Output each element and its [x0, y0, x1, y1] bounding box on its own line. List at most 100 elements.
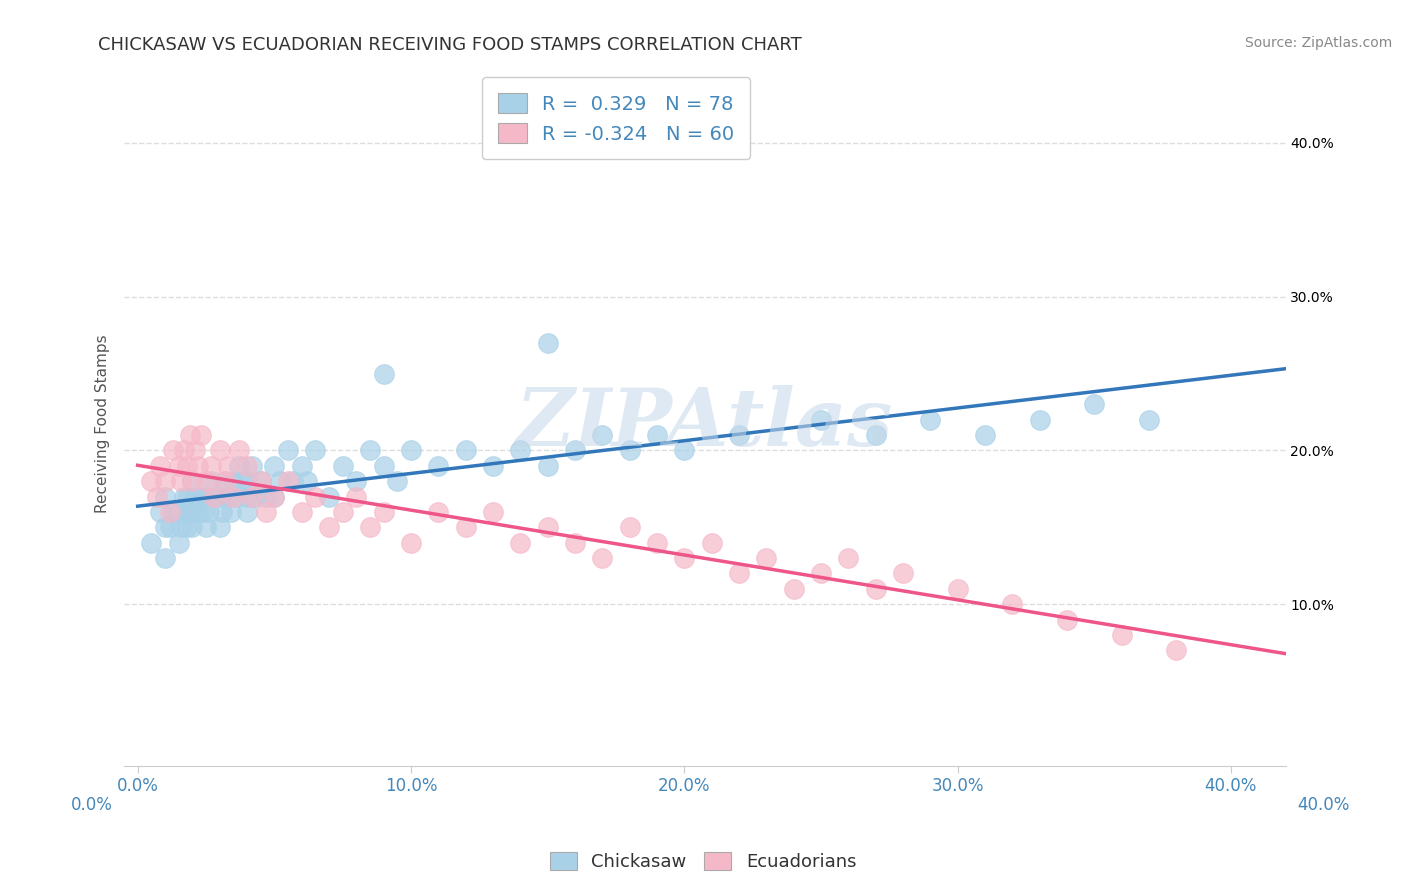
Point	[1001, 597, 1024, 611]
Point	[181, 505, 204, 519]
Point	[946, 582, 969, 596]
Point	[359, 443, 381, 458]
Point	[146, 490, 169, 504]
Point	[179, 505, 201, 519]
Point	[162, 443, 184, 458]
Point	[277, 443, 299, 458]
Point	[173, 443, 195, 458]
Point	[454, 520, 477, 534]
Point	[373, 458, 395, 473]
Point	[728, 566, 751, 581]
Point	[187, 505, 209, 519]
Point	[536, 520, 558, 534]
Point	[318, 490, 340, 504]
Point	[728, 428, 751, 442]
Point	[1056, 613, 1078, 627]
Point	[176, 458, 198, 473]
Point	[700, 535, 723, 549]
Point	[195, 490, 218, 504]
Point	[170, 520, 193, 534]
Text: 0.0%: 0.0%	[70, 797, 112, 814]
Point	[673, 443, 696, 458]
Point	[536, 458, 558, 473]
Point	[190, 428, 212, 442]
Point	[1111, 628, 1133, 642]
Point	[236, 505, 259, 519]
Point	[810, 566, 832, 581]
Point	[236, 490, 259, 504]
Point	[373, 367, 395, 381]
Point	[222, 474, 245, 488]
Point	[202, 490, 225, 504]
Point	[153, 520, 176, 534]
Point	[263, 490, 285, 504]
Point	[217, 458, 239, 473]
Point	[141, 535, 163, 549]
Text: ZIPAtlas: ZIPAtlas	[516, 384, 893, 462]
Point	[197, 505, 219, 519]
Point	[645, 428, 668, 442]
Point	[167, 535, 190, 549]
Point	[141, 474, 163, 488]
Point	[153, 551, 176, 566]
Point	[564, 535, 586, 549]
Text: 40.0%: 40.0%	[1298, 797, 1350, 814]
Point	[387, 474, 409, 488]
Point	[283, 474, 305, 488]
Point	[184, 443, 207, 458]
Point	[291, 505, 314, 519]
Point	[208, 443, 231, 458]
Point	[184, 490, 207, 504]
Point	[277, 474, 299, 488]
Point	[195, 474, 218, 488]
Point	[236, 474, 259, 488]
Point	[837, 551, 859, 566]
Point	[236, 458, 259, 473]
Point	[200, 474, 222, 488]
Point	[263, 458, 285, 473]
Point	[242, 458, 264, 473]
Point	[1083, 397, 1105, 411]
Point	[454, 443, 477, 458]
Point	[1166, 643, 1188, 657]
Point	[242, 490, 264, 504]
Point	[1137, 413, 1160, 427]
Point	[427, 505, 450, 519]
Point	[263, 490, 285, 504]
Point	[810, 413, 832, 427]
Point	[245, 490, 267, 504]
Point	[591, 428, 613, 442]
Point	[159, 520, 181, 534]
Point	[645, 535, 668, 549]
Point	[399, 443, 422, 458]
Point	[208, 520, 231, 534]
Point	[304, 490, 326, 504]
Point	[1028, 413, 1050, 427]
Point	[148, 505, 170, 519]
Point	[162, 505, 184, 519]
Point	[211, 505, 233, 519]
Point	[482, 505, 505, 519]
Point	[427, 458, 450, 473]
Point	[974, 428, 997, 442]
Point	[167, 505, 190, 519]
Point	[181, 474, 204, 488]
Point	[619, 443, 641, 458]
Point	[373, 505, 395, 519]
Point	[254, 490, 277, 504]
Point	[891, 566, 914, 581]
Point	[865, 428, 887, 442]
Point	[318, 520, 340, 534]
Point	[231, 474, 253, 488]
Point	[536, 335, 558, 350]
Point	[865, 582, 887, 596]
Point	[782, 582, 804, 596]
Point	[509, 535, 531, 549]
Point	[193, 505, 215, 519]
Point	[222, 490, 245, 504]
Point	[591, 551, 613, 566]
Point	[176, 520, 198, 534]
Point	[208, 490, 231, 504]
Point	[228, 458, 250, 473]
Point	[181, 520, 204, 534]
